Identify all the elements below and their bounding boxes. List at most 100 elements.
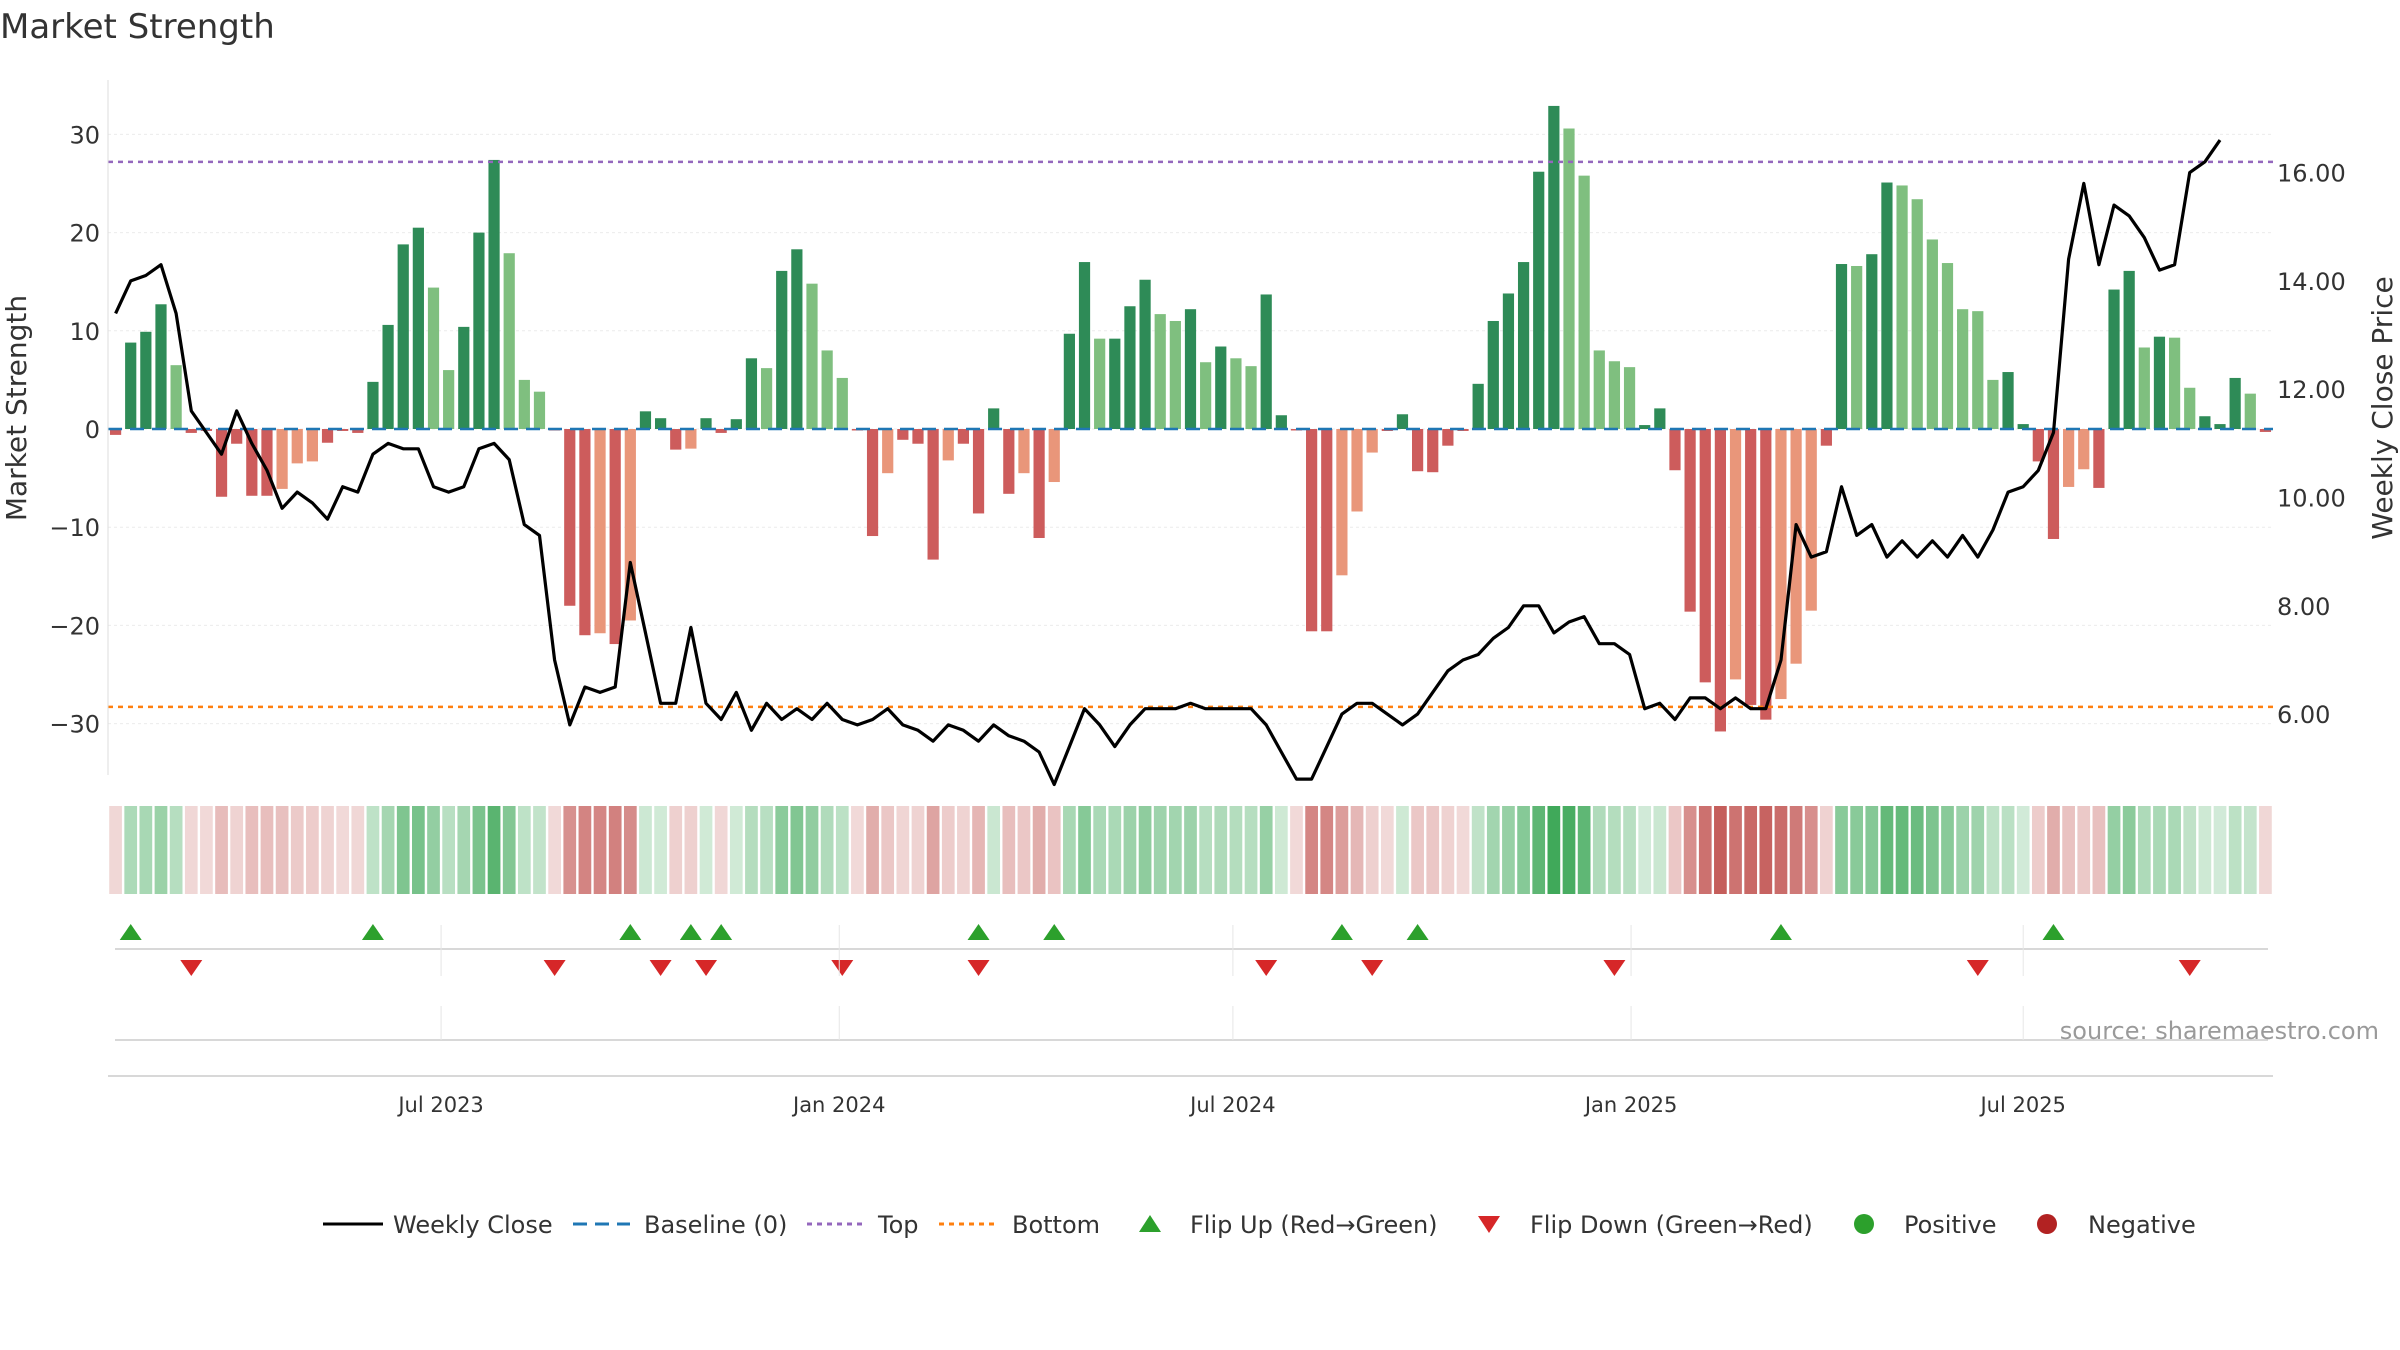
- strength-bar: [1563, 128, 1575, 429]
- heat-cell: [835, 806, 849, 894]
- strength-bar: [1427, 429, 1439, 473]
- strength-bar: [2259, 429, 2272, 432]
- heat-cell: [563, 806, 577, 894]
- strength-bar: [1835, 264, 1848, 429]
- strength-bar: [745, 358, 758, 429]
- strength-bar: [276, 429, 288, 489]
- strength-bar: [1654, 408, 1666, 429]
- heat-cell: [881, 806, 895, 894]
- strength-bar: [2138, 347, 2150, 429]
- heat-cell: [851, 806, 864, 894]
- heat-cell: [1820, 806, 1833, 894]
- left-tick-label: 0: [85, 416, 100, 444]
- lower-panel-axes: [108, 925, 2273, 1077]
- heat-cell: [1971, 806, 1985, 894]
- heat-cell: [1274, 806, 1288, 894]
- flip-down-marker: [649, 960, 672, 976]
- legend-flip-up: Flip Up (Red→Green): [1190, 1211, 1438, 1239]
- heat-cell: [1108, 806, 1122, 894]
- strength-bar: [1018, 429, 1030, 474]
- heat-cell: [1032, 806, 1046, 894]
- flip-up-marker: [119, 924, 142, 940]
- heat-cell: [714, 806, 728, 894]
- strength-bar: [1805, 429, 1817, 611]
- heat-cell: [1244, 806, 1258, 894]
- heat-cell: [957, 806, 970, 894]
- strength-bar: [1957, 309, 1969, 429]
- heat-cell: [1774, 806, 1788, 894]
- heat-cell: [1562, 806, 1576, 894]
- heat-cell: [1956, 806, 1969, 894]
- heat-cell: [1002, 806, 1016, 894]
- strength-bar: [730, 419, 742, 429]
- strength-bar: [261, 429, 273, 496]
- heat-cell: [184, 806, 198, 894]
- date-tick-label: Jan 2025: [1583, 1093, 1678, 1117]
- flip-up-marker: [710, 924, 733, 940]
- heat-cell: [1486, 806, 1500, 894]
- heat-cell: [1925, 806, 1939, 894]
- strength-bar: [1578, 175, 1590, 429]
- heat-cell: [745, 806, 758, 894]
- heat-cell: [1729, 806, 1742, 894]
- heat-cell: [623, 806, 637, 894]
- heat-cell: [487, 806, 501, 894]
- strength-bar: [670, 429, 682, 450]
- heat-cell: [2062, 806, 2075, 894]
- heat-cell: [1880, 806, 1894, 894]
- strength-bar: [1063, 333, 1075, 429]
- strength-bar: [1972, 311, 1984, 429]
- strength-bar: [2002, 372, 2014, 429]
- heat-cell: [1517, 806, 1530, 894]
- heat-cell: [351, 806, 365, 894]
- date-tick-label: Jul 2025: [1978, 1093, 2065, 1117]
- legend-positive-dot-icon: [1854, 1214, 1874, 1234]
- heat-cell: [230, 806, 244, 894]
- heat-cell: [517, 806, 531, 894]
- heat-cell: [972, 806, 985, 894]
- heat-cell: [1850, 806, 1864, 894]
- heat-cell: [654, 806, 667, 894]
- legend-negative: Negative: [2088, 1211, 2196, 1239]
- heat-cell: [1941, 806, 1954, 894]
- strength-bar: [503, 253, 515, 429]
- flip-down-marker: [1361, 960, 1384, 976]
- strength-bar: [1109, 338, 1121, 429]
- strength-bar: [715, 429, 727, 433]
- strength-bar: [1775, 429, 1787, 700]
- heat-cell: [987, 806, 1001, 894]
- flip-down-marker: [543, 960, 566, 976]
- heat-cell: [1759, 806, 1773, 894]
- strength-bar: [1442, 429, 1454, 446]
- right-tick-label: 12.00: [2277, 376, 2346, 404]
- heat-cell: [548, 806, 561, 894]
- heat-cell: [1411, 806, 1424, 894]
- heat-cell: [1577, 806, 1591, 894]
- legend-baseline: Baseline (0): [644, 1211, 787, 1239]
- strength-bar: [1926, 239, 1938, 429]
- flip-down-marker: [2178, 960, 2201, 976]
- legend-positive: Positive: [1904, 1211, 1997, 1239]
- reference-lines: [108, 160, 2273, 709]
- strength-bar: [473, 232, 485, 429]
- strength-bar: [382, 324, 394, 429]
- flip-down-marker: [1603, 960, 1626, 976]
- chart-title: Market Strength: [0, 7, 275, 47]
- strength-bar: [518, 379, 530, 429]
- heat-cell: [760, 806, 773, 894]
- heat-cell: [1456, 806, 1470, 894]
- heat-cell: [2137, 806, 2151, 894]
- heat-cell: [639, 806, 652, 894]
- heat-cell: [321, 806, 334, 894]
- heat-cell: [2031, 806, 2045, 894]
- heat-cell: [366, 806, 380, 894]
- heat-cell: [1047, 806, 1061, 894]
- heat-cell: [941, 806, 955, 894]
- weekly-close-line-group: [114, 139, 2222, 787]
- heat-cell: [729, 806, 743, 894]
- strength-bar: [1396, 414, 1409, 429]
- heat-cell: [169, 806, 183, 894]
- strength-bar: [760, 368, 773, 429]
- heat-cell: [2168, 806, 2181, 894]
- strength-bar: [412, 227, 424, 429]
